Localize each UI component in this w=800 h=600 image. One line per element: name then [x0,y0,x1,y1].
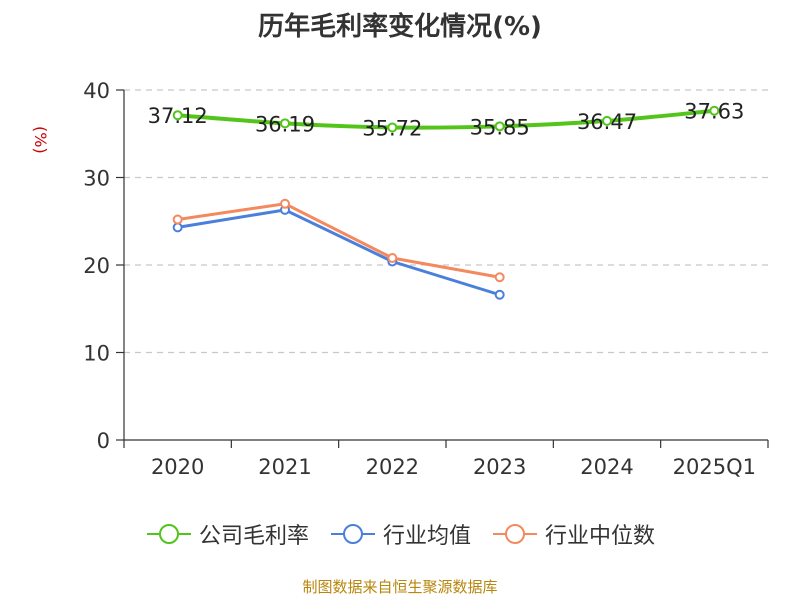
data-point [602,115,612,126]
legend-item-industry-median[interactable]: 行业中位数 [491,518,655,550]
data-label: 36.19 [255,112,315,136]
x-tick-label: 2020 [151,455,204,479]
data-label: 37.12 [148,104,208,128]
x-tick-label: 2024 [580,455,633,479]
data-point [172,214,183,225]
data-point [494,289,505,300]
data-point [172,222,183,233]
chart-legend: 公司毛利率 行业均值 行业中位数 [0,518,800,550]
legend-marker-circle [342,524,363,544]
legend-item-company[interactable]: 公司毛利率 [145,518,309,550]
legend-marker-icon [493,524,537,544]
x-tick-label: 2023 [473,455,526,479]
legend-marker-icon [330,524,375,544]
legend-label: 行业中位数 [545,524,656,549]
x-tick-label: 2025Q1 [673,455,756,479]
y-tick-label: 30 [83,167,110,191]
data-point [280,198,290,209]
data-point [709,105,720,116]
y-tick-label: 0 [97,429,110,453]
legend-marker-circle [158,524,179,544]
data-point [172,110,183,121]
y-tick-label: 10 [83,342,110,366]
y-tick-label: 20 [83,254,110,278]
legend-label: 公司毛利率 [198,524,309,549]
data-label: 37.63 [684,100,744,124]
series-line [177,108,715,130]
data-point [387,122,398,133]
legend-label: 行业均值 [382,524,471,549]
data-source-note: 制图数据来自恒生聚源数据库 [302,578,498,596]
x-tick-label: 2022 [366,455,419,479]
series-line [177,208,501,297]
data-label: 35.72 [362,116,422,140]
data-point [494,121,505,132]
series-line [177,202,500,279]
x-tick-label: 2021 [258,455,311,479]
chart-title: 历年毛利率变化情况(%) [258,12,542,42]
legend-item-industry-mean[interactable]: 行业均值 [329,518,471,550]
data-label: 35.85 [470,115,530,139]
legend-marker-circle [505,524,525,544]
y-tick-label: 40 [83,79,110,103]
data-point [494,272,505,283]
legend-marker-icon [146,524,191,544]
data-point [387,253,398,263]
data-label: 36.47 [577,110,637,134]
data-point [280,118,290,129]
